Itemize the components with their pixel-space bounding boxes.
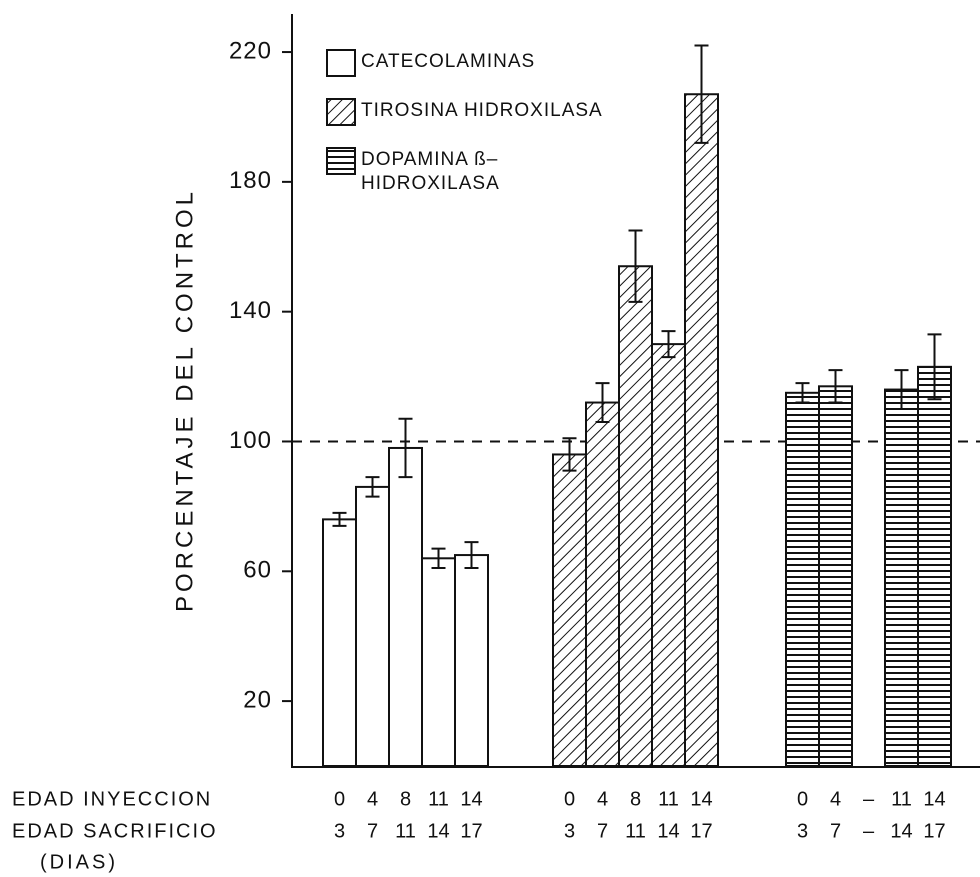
- bar: [884, 388, 919, 767]
- x-tick-label: 14: [460, 788, 482, 810]
- bar: [684, 93, 719, 768]
- x-tick-label: 14: [427, 820, 449, 842]
- x-tick-label: 11: [428, 788, 449, 810]
- x-tick-label: 11: [891, 788, 912, 810]
- legend-label: DOPAMINA ß– HIDROXILASA: [361, 149, 500, 194]
- error-bar: [828, 369, 843, 404]
- bar: [818, 385, 853, 767]
- error-bar: [694, 44, 709, 144]
- x-tick-label: 3: [797, 820, 808, 842]
- x-tick-label: 14: [690, 788, 712, 810]
- x-tick-label: 14: [890, 820, 912, 842]
- y-tick-label: 20: [243, 686, 272, 713]
- x-tick-label: 8: [400, 788, 411, 810]
- x-tick-label: 11: [395, 820, 416, 842]
- bar: [552, 453, 587, 767]
- x-tick-label: 17: [923, 820, 945, 842]
- error-bar: [595, 382, 610, 424]
- x-tick-label: 4: [597, 788, 608, 810]
- bar: [917, 365, 952, 767]
- error-bar: [661, 330, 676, 359]
- error-bar: [464, 541, 479, 570]
- legend-swatch: [326, 98, 356, 126]
- x-tick-label: 4: [830, 788, 841, 810]
- x-tick-label: 3: [334, 820, 345, 842]
- x-tick-label: 7: [830, 820, 841, 842]
- x-tick-label: 3: [564, 820, 575, 842]
- bar: [651, 343, 686, 767]
- bar: [421, 557, 456, 767]
- y-tick-label: 60: [243, 557, 272, 584]
- x-tick-label: 7: [367, 820, 378, 842]
- bar: [322, 518, 357, 767]
- bar: [388, 446, 423, 767]
- bar: [454, 554, 489, 767]
- legend-label: CATECOLAMINAS: [361, 51, 536, 72]
- bar: [585, 401, 620, 767]
- x-tick-label: 0: [797, 788, 808, 810]
- x-tick-label: 7: [597, 820, 608, 842]
- x-tick-label: 17: [690, 820, 712, 842]
- error-bar: [927, 333, 942, 401]
- unit-label: (DIAS): [40, 851, 118, 873]
- y-tick-label: 100: [229, 427, 272, 454]
- error-bar: [795, 382, 810, 404]
- row-label: EDAD SACRIFICIO: [12, 820, 218, 842]
- bar: [355, 485, 390, 767]
- x-tick-label: 14: [657, 820, 679, 842]
- y-axis-label: PORCENTAJE DEL CONTROL: [171, 188, 198, 612]
- y-tick-label: 140: [229, 297, 272, 324]
- y-tick-label: 180: [229, 167, 272, 194]
- error-bar: [894, 369, 909, 411]
- x-tick-label: 0: [564, 788, 575, 810]
- legend-swatch: [326, 49, 356, 77]
- legend-swatch: [326, 147, 356, 175]
- error-bar: [562, 437, 577, 472]
- error-bar: [365, 476, 380, 498]
- error-bar: [628, 229, 643, 303]
- error-bar: [398, 417, 413, 479]
- bar: [618, 265, 653, 767]
- error-bar: [431, 547, 446, 570]
- y-tick-label: 220: [229, 37, 272, 64]
- row-label: EDAD INYECCION: [12, 788, 212, 810]
- x-tick-label: 17: [460, 820, 482, 842]
- x-tick-label: 0: [334, 788, 345, 810]
- x-tick-label: –: [863, 820, 875, 842]
- x-tick-label: 4: [367, 788, 378, 810]
- x-tick-label: 11: [625, 820, 646, 842]
- x-tick-label: 8: [630, 788, 641, 810]
- legend-label: TIROSINA HIDROXILASA: [361, 100, 603, 121]
- x-tick-label: 14: [923, 788, 945, 810]
- error-bar: [332, 511, 347, 527]
- x-tick-label: –: [863, 788, 875, 810]
- x-tick-label: 11: [658, 788, 679, 810]
- bar: [785, 391, 820, 767]
